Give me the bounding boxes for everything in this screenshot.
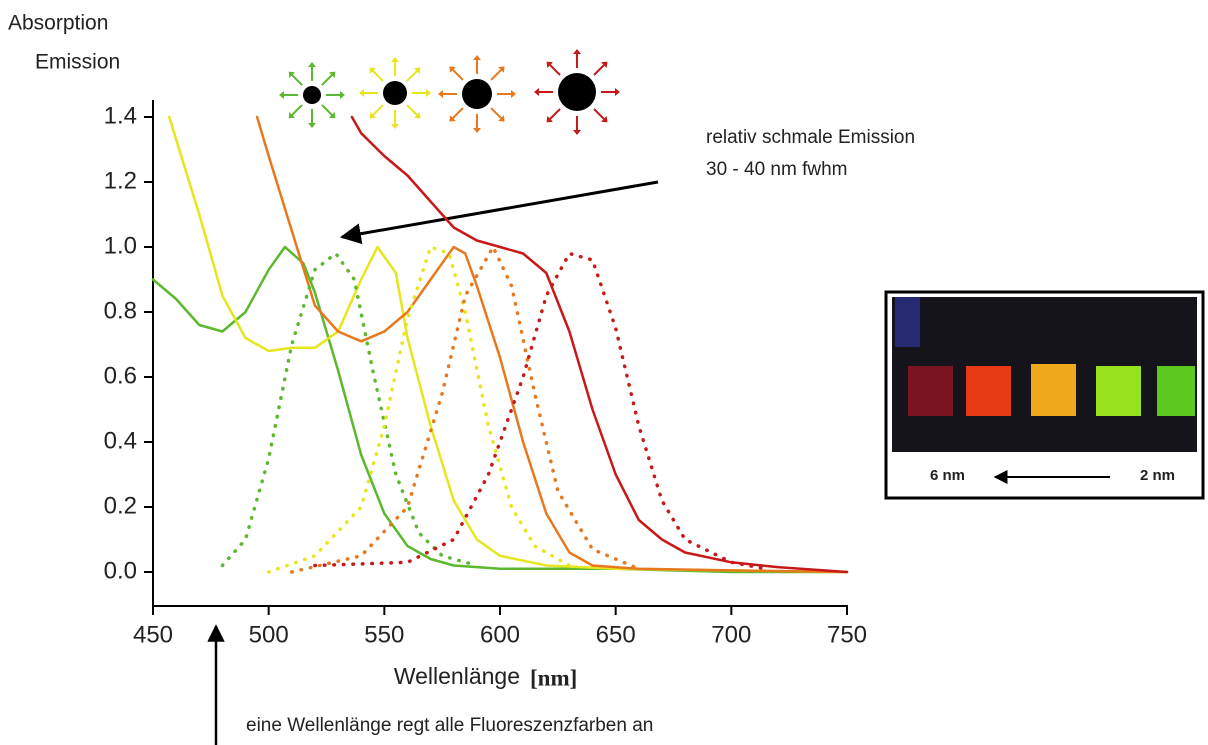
particle-ray bbox=[372, 70, 384, 82]
particle-ray bbox=[321, 104, 333, 116]
inset-glow bbox=[895, 297, 920, 347]
particle-ray-head bbox=[449, 66, 456, 73]
particle-ray bbox=[549, 64, 561, 76]
particle-ray bbox=[452, 69, 464, 81]
particle-ray bbox=[372, 104, 384, 116]
particle-ray bbox=[406, 70, 418, 82]
vial bbox=[1096, 366, 1141, 416]
y-axis-label: Emission bbox=[35, 51, 120, 74]
particle-ray-head bbox=[308, 123, 316, 128]
annotation: eine Wellenlänge regt alle Fluoreszenzfa… bbox=[246, 715, 653, 736]
particle-ray-head bbox=[573, 49, 581, 54]
particle-ray-head bbox=[288, 71, 296, 79]
particle-ray-head bbox=[308, 62, 316, 67]
vial bbox=[908, 366, 953, 416]
x-tick-label: 450 bbox=[133, 621, 173, 648]
y-tick-label: 0.2 bbox=[104, 492, 137, 519]
absorption-line bbox=[151, 245, 849, 574]
particle-ray bbox=[291, 74, 303, 86]
particle-ray bbox=[593, 108, 605, 120]
x-tick-label: 600 bbox=[480, 621, 520, 648]
particle-ray bbox=[490, 107, 502, 119]
y-tick-label: 1.2 bbox=[104, 167, 137, 194]
particle bbox=[558, 73, 596, 111]
particle-ray-head bbox=[426, 89, 431, 97]
emission-line bbox=[220, 251, 479, 568]
particle-ray-head bbox=[534, 88, 539, 96]
absorption-line bbox=[167, 115, 849, 574]
particle-ray bbox=[291, 104, 303, 116]
emission-line bbox=[266, 245, 572, 574]
particle-icon bbox=[438, 55, 516, 133]
absorption-line bbox=[350, 115, 849, 574]
y-tick-label: 1.0 bbox=[104, 232, 137, 259]
x-tick-label: 700 bbox=[711, 621, 751, 648]
particle-ray-head bbox=[473, 55, 481, 60]
particle-ray-head bbox=[369, 67, 376, 74]
y-tick-label: 0.4 bbox=[104, 427, 137, 454]
inset-label: 6 nm bbox=[930, 467, 965, 484]
annotation: relativ schmale Emission bbox=[706, 127, 915, 148]
x-tick-label: 500 bbox=[249, 621, 289, 648]
particle-ray bbox=[593, 64, 605, 76]
particle-ray bbox=[406, 104, 418, 116]
particle-ray-head bbox=[498, 115, 505, 122]
y-tick-label: 1.4 bbox=[104, 102, 137, 129]
particle-ray-head bbox=[546, 116, 553, 123]
particle-ray-head bbox=[511, 90, 516, 98]
absorption-line bbox=[255, 115, 849, 574]
particle-ray bbox=[321, 74, 333, 86]
vial bbox=[1157, 366, 1195, 416]
particle-ray bbox=[452, 107, 464, 119]
x-axis-label: Wellenlänge bbox=[394, 663, 520, 689]
particle-icon bbox=[534, 49, 620, 135]
emission-line bbox=[313, 251, 768, 571]
particle-icon bbox=[279, 62, 345, 128]
particle-ray bbox=[549, 108, 561, 120]
particle-ray-head bbox=[449, 115, 456, 122]
vial bbox=[1031, 364, 1076, 416]
particle-ray-head bbox=[328, 71, 336, 79]
particle bbox=[462, 79, 492, 109]
particle-ray-head bbox=[615, 88, 620, 96]
particle-ray-head bbox=[546, 61, 553, 68]
particle bbox=[383, 81, 407, 105]
inset-label: 2 nm bbox=[1140, 467, 1175, 484]
particle-ray-head bbox=[359, 89, 364, 97]
particle-ray-head bbox=[414, 67, 421, 74]
particle-ray-head bbox=[601, 116, 608, 123]
particle-ray-head bbox=[288, 111, 296, 119]
particle-ray-head bbox=[498, 66, 505, 73]
x-axis-unit: [nm] bbox=[530, 665, 577, 690]
particle-ray-head bbox=[328, 111, 336, 119]
y-tick-label: 0.8 bbox=[104, 297, 137, 324]
particle-ray-head bbox=[438, 90, 443, 98]
particle-ray-head bbox=[391, 124, 399, 129]
particle bbox=[303, 86, 321, 104]
particle-ray-head bbox=[279, 91, 284, 99]
particle-ray-head bbox=[473, 128, 481, 133]
x-tick-label: 750 bbox=[827, 621, 867, 648]
particle-ray-head bbox=[340, 91, 345, 99]
particle-ray-head bbox=[369, 112, 376, 119]
x-tick-label: 550 bbox=[364, 621, 404, 648]
y-axis-label: Absorption bbox=[8, 12, 108, 35]
y-tick-label: 0.6 bbox=[104, 362, 137, 389]
x-tick-label: 650 bbox=[596, 621, 636, 648]
particle-icon bbox=[359, 57, 431, 129]
annotation-arrow bbox=[339, 180, 659, 245]
particle-ray-head bbox=[573, 130, 581, 135]
particle-ray-head bbox=[414, 112, 421, 119]
annotation: 30 - 40 nm fwhm bbox=[706, 159, 848, 180]
emission-line bbox=[290, 245, 641, 574]
particle-ray-head bbox=[391, 57, 399, 62]
y-tick-label: 0.0 bbox=[104, 557, 137, 584]
inset: 6 nm 2 nm bbox=[884, 290, 1205, 500]
particle-ray bbox=[490, 69, 502, 81]
vial bbox=[966, 366, 1011, 416]
particle-ray-head bbox=[601, 61, 608, 68]
